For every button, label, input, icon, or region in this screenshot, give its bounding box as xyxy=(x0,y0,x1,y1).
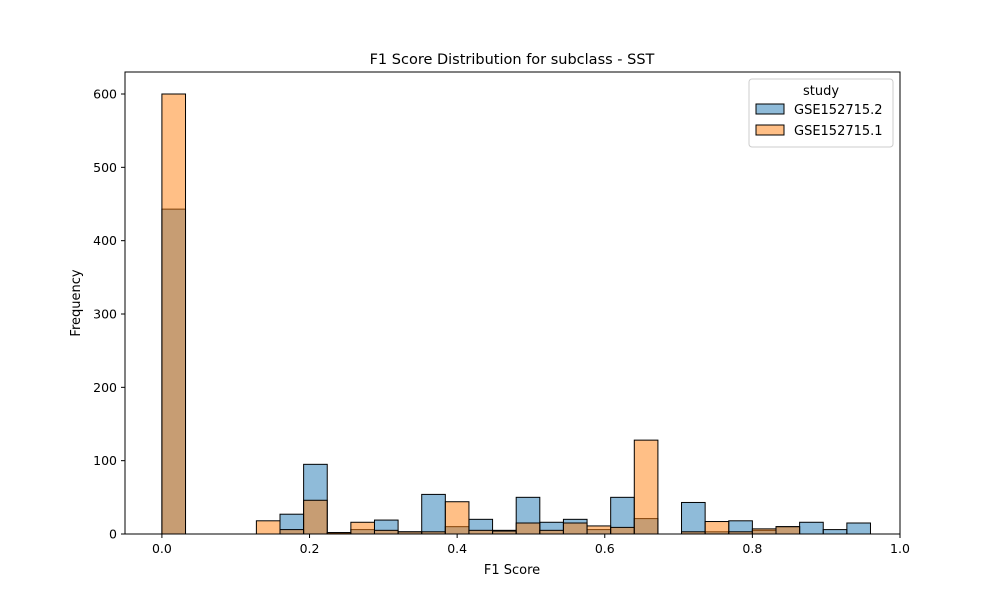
chart-title: F1 Score Distribution for subclass - SST xyxy=(370,52,655,68)
histogram-bar xyxy=(799,521,824,535)
y-tick-label: 0 xyxy=(109,527,117,542)
histogram-bar xyxy=(610,526,635,535)
x-tick-label: 0.2 xyxy=(300,541,320,556)
histogram-bar xyxy=(751,528,777,535)
y-tick-label: 200 xyxy=(93,380,117,395)
x-tick-label: 1.0 xyxy=(890,541,910,556)
legend-swatch-gse152715-1 xyxy=(755,124,785,136)
legend-label-gse152715-2: GSE152715.2 xyxy=(794,103,883,118)
x-tick-label: 0.4 xyxy=(447,541,467,556)
histogram-bar xyxy=(846,522,871,535)
histogram-bar xyxy=(586,525,612,535)
histogram-bar xyxy=(704,521,730,535)
series-gse152715-2-bars xyxy=(161,208,871,535)
y-tick-label: 300 xyxy=(93,307,117,322)
histogram-bar xyxy=(822,529,848,535)
x-tick-label: 0.6 xyxy=(595,541,615,556)
histogram-bar xyxy=(279,529,305,535)
histogram-bar xyxy=(633,439,659,535)
y-tick-label: 600 xyxy=(93,87,117,102)
plot-frame xyxy=(124,71,901,535)
histogram-bar xyxy=(373,529,399,535)
legend-swatch-gse152715-2 xyxy=(755,103,785,115)
histogram-bar xyxy=(161,93,187,535)
histogram-bar xyxy=(468,529,494,535)
y-tick-label: 100 xyxy=(93,453,117,468)
histogram-bar xyxy=(255,520,281,535)
x-tick-label: 0.8 xyxy=(742,541,762,556)
x-axis-ticks: 0.0 0.2 0.4 0.6 0.8 1.0 xyxy=(152,534,910,556)
y-axis-label: Frequency xyxy=(69,269,84,336)
x-tick-label: 0.0 xyxy=(152,541,172,556)
histogram-bar xyxy=(539,529,564,535)
y-tick-label: 400 xyxy=(93,233,117,248)
legend-label-gse152715-1: GSE152715.1 xyxy=(794,124,883,139)
histogram-bar xyxy=(350,521,375,535)
histogram-bar xyxy=(775,526,801,535)
histogram-bar xyxy=(444,501,470,535)
histogram-bar xyxy=(421,493,446,535)
y-axis-ticks: 0 100 200 300 400 500 600 xyxy=(93,87,125,542)
legend-title: study xyxy=(803,84,839,99)
histogram-bar xyxy=(515,522,541,535)
legend-box xyxy=(748,78,894,148)
legend: study GSE152715.2 GSE152715.1 xyxy=(748,78,894,148)
histogram-bar xyxy=(562,522,588,535)
x-axis-label: F1 Score xyxy=(484,563,540,578)
histogram-bar xyxy=(681,501,706,535)
histogram-bar xyxy=(303,499,328,535)
y-tick-label: 500 xyxy=(93,160,117,175)
series-gse152715-1-bars xyxy=(161,93,801,535)
